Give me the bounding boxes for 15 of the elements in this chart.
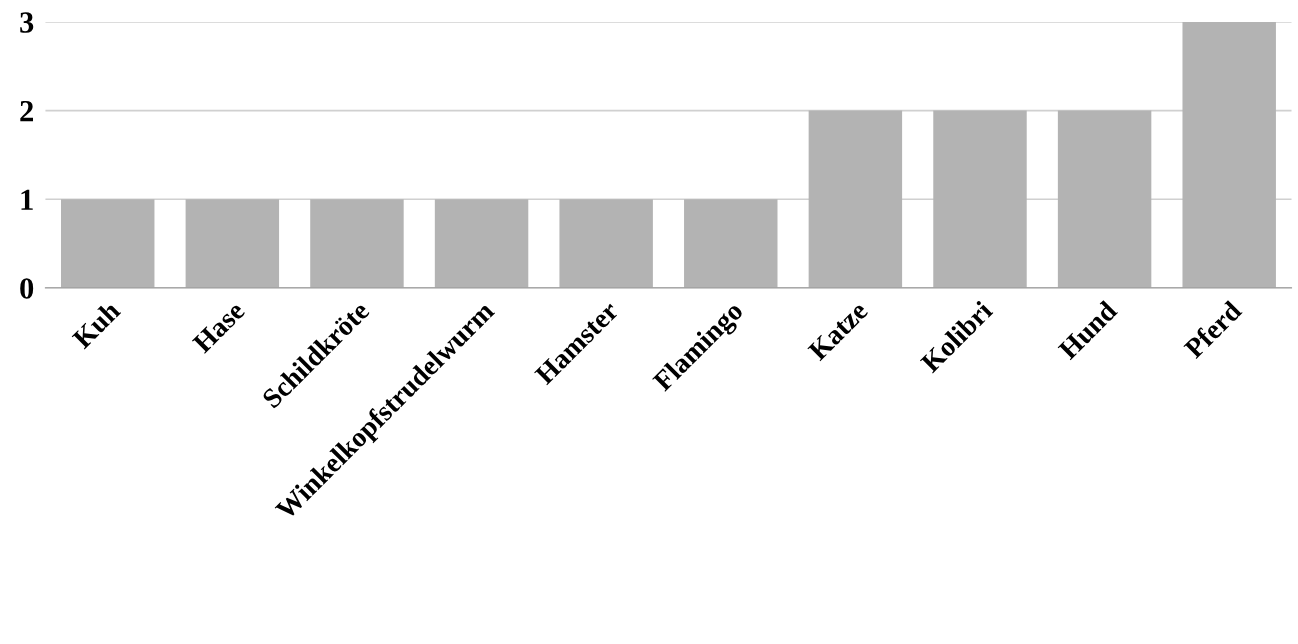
bar bbox=[1057, 110, 1152, 288]
bar bbox=[1182, 21, 1276, 288]
bar bbox=[684, 199, 778, 288]
bar bbox=[185, 199, 280, 288]
y-tick-label: 3 bbox=[20, 12, 34, 33]
bar bbox=[933, 110, 1027, 288]
bar bbox=[808, 110, 903, 288]
bar bbox=[61, 199, 155, 288]
bar bbox=[559, 199, 653, 288]
x-tick-label: Kuh bbox=[70, 299, 122, 350]
y-tick-label: 2 bbox=[20, 100, 34, 122]
y-tick-label: 0 bbox=[20, 278, 34, 299]
bar bbox=[310, 199, 404, 288]
bar bbox=[434, 199, 529, 288]
y-tick-label: 1 bbox=[21, 189, 33, 210]
